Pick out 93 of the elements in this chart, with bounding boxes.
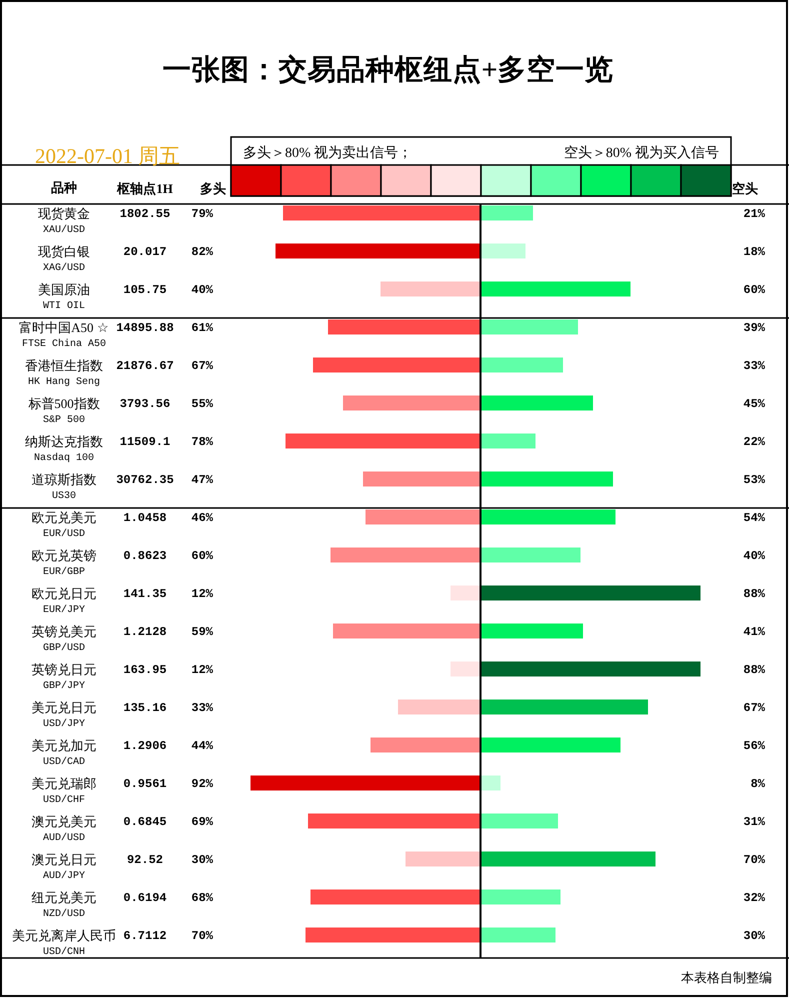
data-label: 70% [743,853,766,867]
data-label: 32% [743,891,766,905]
data-label: 8% [750,777,766,791]
text: 枢轴点1H [116,181,173,196]
data-label: 45% [743,397,766,411]
y-tick-label: 现货黄金 XAU/USD [38,206,90,236]
data-label: 79% [191,207,214,221]
legend-label: 多头 [200,181,226,196]
data-label: 21% [743,207,766,221]
data-label: 12% [191,587,214,601]
bar [480,776,500,790]
data-label: 41% [743,625,766,639]
text: 6.7112 [123,929,167,943]
data-label: 67% [191,359,214,373]
y-tick-label: 美元兑加元 USD/CAD [32,738,96,768]
text: 0.9561 [123,777,167,791]
text: 3793.56 [120,397,170,411]
text: 21876.67 [116,359,174,373]
y-tick-label: 纳斯达克指数 Nasdaq 100 [25,434,103,464]
y-tick-label: 香港恒生指数 HK Hang Seng [25,358,103,388]
data-label: 67% [743,701,766,715]
y-tick-label: 美元兑日元 USD/JPY [32,700,96,730]
y-tick-label: 澳元兑美元 AUD/USD [32,814,96,844]
data-label: 31% [743,815,766,829]
text: 1.0458 [123,511,167,525]
y-tick-label: 现货白银 XAG/USD [38,244,90,274]
data-label: 60% [191,549,214,563]
data-label: 39% [743,321,766,335]
data-label: 61% [191,321,214,335]
text: 1.2128 [123,625,167,639]
data-label: 30% [743,929,766,943]
y-tick-label: 欧元兑美元 EUR/USD [32,510,96,540]
y-tick-label: 美元兑离岸人民币 USD/CNH [12,928,116,958]
y-tick-label: 纽元兑美元 NZD/USD [32,890,96,920]
text: 92.52 [126,853,164,867]
text: 20.017 [123,245,167,259]
data-label: 40% [191,283,214,297]
y-tick-label: 英镑兑美元 GBP/USD [32,624,96,654]
text: 0.6194 [123,891,167,905]
data-label: 70% [191,929,214,943]
data-label: 60% [743,283,766,297]
text: 空头＞80% 视为买入信号 [564,145,719,161]
text: 0.8623 [123,549,167,563]
data-label: 59% [191,625,214,639]
text: 多头＞80% 视为卖出信号； [243,145,412,161]
text: 11509.1 [120,435,170,449]
text: 1802.55 [120,207,170,221]
data-label: 82% [191,245,214,259]
data-label: 55% [191,397,214,411]
data-label: 46% [191,511,214,525]
data-label: 78% [191,435,214,449]
data-label: 33% [743,359,766,373]
bar [450,662,480,676]
text: 本表格自制整编 [681,970,772,985]
data-label: 33% [191,701,214,715]
text: 0.6845 [123,815,167,829]
y-tick-label: 欧元兑日元 EUR/JPY [32,586,96,616]
data-label: 56% [743,739,766,753]
y-tick-label: 富时中国A50 ☆ FTSE China A50 [19,320,109,350]
y-tick-label: 道琼斯指数 US30 [32,472,96,502]
data-label: 68% [191,891,214,905]
y-tick-label: 美元兑瑞郎 USD/CHF [32,776,96,806]
chart-title: 一张图：交易品种枢纽点+多空一览 [162,53,614,86]
y-tick-label: 美国原油 WTI OIL [38,282,90,312]
text: 空头 [732,181,758,196]
y-tick-label: 标普500指数 S&P 500 [27,396,100,426]
data-label: 54% [743,511,766,525]
data-label: 47% [191,473,214,487]
text: 163.95 [123,663,167,677]
y-axis-title: 品种 [51,180,77,195]
data-label: 30% [191,853,214,867]
y-tick-label: 欧元兑英镑 EUR/GBP [32,548,96,578]
bar [480,434,536,448]
text: 135.16 [123,701,167,715]
data-label: 69% [191,815,214,829]
y-tick-label: 英镑兑日元 GBP/JPY [32,662,96,692]
text: 105.75 [123,283,167,297]
data-label: 88% [743,663,766,677]
data-label: 40% [743,549,766,563]
bar [450,586,480,600]
data-label: 92% [191,777,214,791]
text: 1.2906 [123,739,167,753]
y-tick-label: 澳元兑日元 AUD/JPY [32,852,96,882]
data-label: 18% [743,245,766,259]
text: 30762.35 [116,473,174,487]
data-label: 44% [191,739,214,753]
chart-subtitle: 2022-07-01 周五 [35,144,180,168]
data-label: 12% [191,663,214,677]
text: 14895.88 [116,321,174,335]
data-label: 53% [743,473,766,487]
text: 141.35 [123,587,167,601]
data-label: 88% [743,587,766,601]
data-label: 22% [743,435,766,449]
